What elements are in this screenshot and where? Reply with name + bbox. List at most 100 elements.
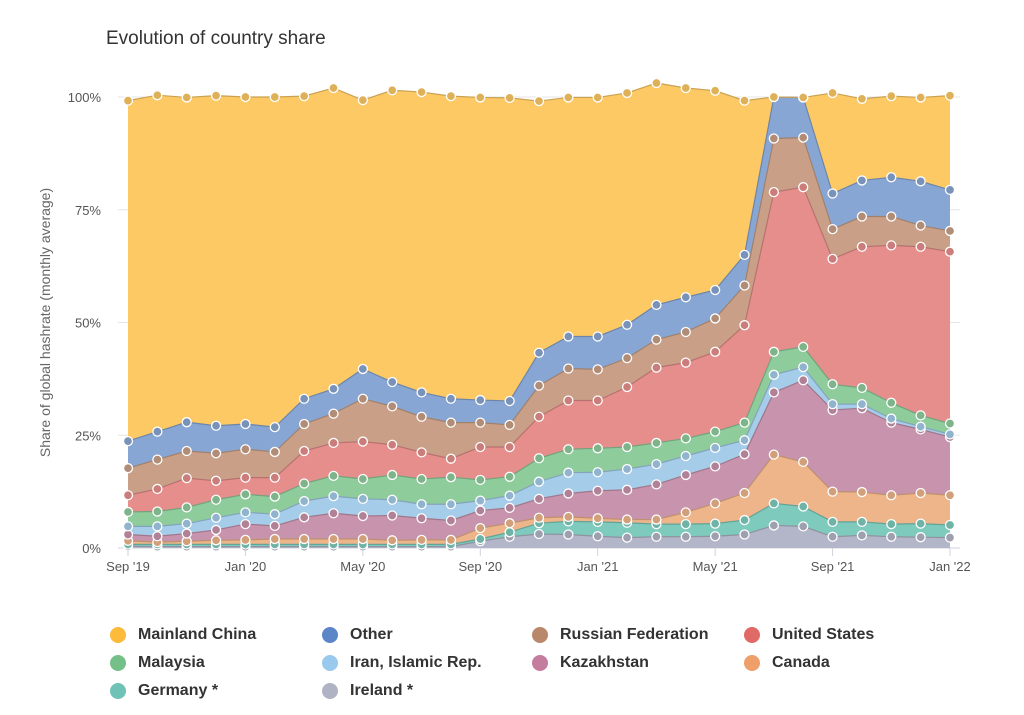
point-ireland[interactable] (621, 532, 633, 543)
point-russian-federation[interactable] (122, 463, 134, 474)
point-mainland-china[interactable] (475, 92, 486, 103)
point-malaysia[interactable] (181, 502, 192, 513)
point-canada[interactable] (915, 487, 926, 499)
point-canada[interactable] (739, 487, 750, 499)
point-other[interactable] (621, 319, 633, 330)
point-russian-federation[interactable] (298, 418, 310, 430)
point-canada[interactable] (680, 507, 691, 518)
point-iran-islamic-rep[interactable] (915, 421, 926, 432)
point-malaysia[interactable] (445, 472, 457, 483)
point-other[interactable] (387, 376, 398, 388)
point-kazakhstan[interactable] (298, 512, 310, 523)
point-mainland-china[interactable] (416, 86, 427, 98)
point-iran-islamic-rep[interactable] (328, 490, 339, 502)
point-canada[interactable] (944, 490, 956, 501)
point-other[interactable] (592, 331, 603, 342)
point-mainland-china[interactable] (739, 95, 750, 106)
point-united-states[interactable] (944, 246, 956, 257)
point-iran-islamic-rep[interactable] (651, 458, 662, 470)
point-iran-islamic-rep[interactable] (504, 490, 515, 501)
point-russian-federation[interactable] (944, 225, 956, 237)
point-mainland-china[interactable] (445, 90, 457, 102)
point-malaysia[interactable] (475, 474, 486, 486)
point-malaysia[interactable] (210, 494, 222, 505)
point-mainland-china[interactable] (768, 91, 780, 103)
point-united-states[interactable] (886, 240, 897, 251)
point-kazakhstan[interactable] (357, 510, 369, 522)
point-russian-federation[interactable] (827, 223, 838, 235)
point-germany[interactable] (915, 518, 926, 529)
point-kazakhstan[interactable] (651, 479, 662, 490)
point-iran-islamic-rep[interactable] (680, 450, 691, 462)
point-kazakhstan[interactable] (592, 485, 603, 496)
point-united-states[interactable] (357, 436, 369, 447)
point-ireland[interactable] (798, 521, 809, 532)
point-canada[interactable] (798, 456, 809, 468)
point-kazakhstan[interactable] (328, 508, 339, 519)
point-russian-federation[interactable] (445, 417, 457, 428)
point-germany[interactable] (504, 527, 515, 538)
point-iran-islamic-rep[interactable] (709, 442, 721, 454)
point-russian-federation[interactable] (475, 417, 486, 428)
point-malaysia[interactable] (504, 471, 515, 482)
point-mainland-china[interactable] (533, 95, 545, 107)
point-russian-federation[interactable] (856, 211, 868, 222)
point-mainland-china[interactable] (504, 92, 515, 104)
point-mainland-china[interactable] (357, 95, 369, 106)
point-iran-islamic-rep[interactable] (357, 493, 369, 504)
point-united-states[interactable] (827, 253, 838, 265)
point-germany[interactable] (944, 519, 956, 531)
point-united-states[interactable] (240, 472, 251, 483)
point-kazakhstan[interactable] (416, 513, 427, 524)
point-iran-islamic-rep[interactable] (152, 521, 163, 532)
point-germany[interactable] (827, 516, 838, 527)
point-russian-federation[interactable] (621, 352, 633, 364)
point-germany[interactable] (768, 498, 780, 509)
point-mainland-china[interactable] (563, 92, 574, 103)
point-mainland-china[interactable] (621, 87, 633, 99)
point-kazakhstan[interactable] (621, 484, 633, 495)
point-kazakhstan[interactable] (768, 387, 780, 398)
point-kazakhstan[interactable] (475, 505, 486, 516)
point-mainland-china[interactable] (328, 82, 339, 94)
point-other[interactable] (445, 393, 457, 404)
point-canada[interactable] (592, 513, 603, 524)
point-united-states[interactable] (856, 241, 868, 252)
point-united-states[interactable] (651, 362, 662, 373)
point-other[interactable] (739, 249, 750, 261)
point-united-states[interactable] (504, 441, 515, 453)
point-mainland-china[interactable] (210, 90, 222, 101)
point-iran-islamic-rep[interactable] (768, 369, 780, 380)
point-canada[interactable] (387, 535, 398, 546)
point-iran-islamic-rep[interactable] (475, 495, 486, 506)
point-other[interactable] (680, 292, 691, 303)
legend-item[interactable]: Canada (744, 654, 830, 672)
point-united-states[interactable] (181, 472, 192, 484)
point-other[interactable] (181, 417, 192, 428)
point-canada[interactable] (563, 511, 574, 523)
point-other[interactable] (886, 172, 897, 183)
point-other[interactable] (298, 393, 310, 404)
point-canada[interactable] (269, 533, 280, 545)
point-iran-islamic-rep[interactable] (944, 429, 956, 440)
point-united-states[interactable] (152, 483, 163, 495)
point-canada[interactable] (856, 486, 868, 498)
point-iran-islamic-rep[interactable] (739, 435, 750, 446)
legend-item[interactable]: Ireland * (322, 682, 413, 700)
point-mainland-china[interactable] (886, 90, 897, 102)
point-ireland[interactable] (768, 520, 780, 531)
point-canada[interactable] (328, 533, 339, 545)
point-ireland[interactable] (827, 531, 838, 542)
point-kazakhstan[interactable] (739, 449, 750, 460)
point-germany[interactable] (475, 533, 486, 545)
point-iran-islamic-rep[interactable] (856, 398, 868, 410)
point-iran-islamic-rep[interactable] (827, 398, 838, 410)
point-malaysia[interactable] (533, 453, 545, 464)
point-malaysia[interactable] (357, 473, 369, 485)
point-united-states[interactable] (533, 411, 545, 422)
point-mainland-china[interactable] (944, 90, 956, 101)
point-other[interactable] (240, 418, 251, 430)
point-other[interactable] (504, 395, 515, 407)
point-malaysia[interactable] (269, 491, 280, 502)
point-canada[interactable] (298, 533, 310, 545)
